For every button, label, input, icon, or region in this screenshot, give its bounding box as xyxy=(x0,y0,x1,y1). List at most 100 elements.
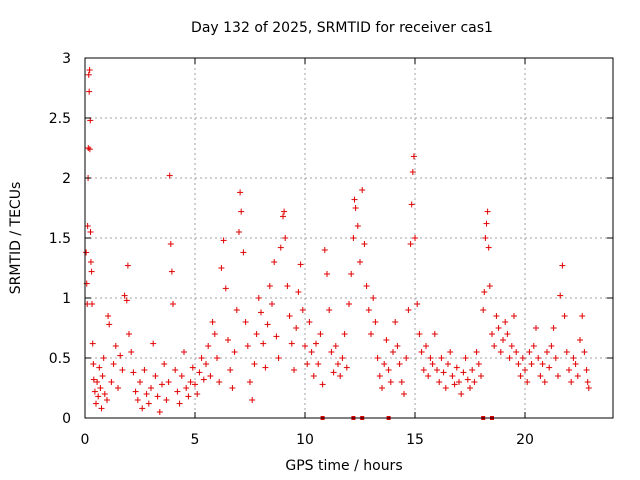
data-point xyxy=(119,367,126,373)
data-point xyxy=(240,249,247,256)
data-point xyxy=(407,241,414,247)
data-point xyxy=(535,355,542,361)
data-point xyxy=(447,349,454,355)
x-tick-label: 10 xyxy=(296,432,314,448)
data-point xyxy=(539,361,546,367)
data-point xyxy=(266,283,273,289)
data-point xyxy=(288,340,295,347)
data-point xyxy=(460,369,467,376)
data-point xyxy=(423,343,429,349)
data-point xyxy=(456,379,462,385)
data-point xyxy=(299,307,306,313)
data-point xyxy=(387,379,394,385)
data-point xyxy=(451,381,458,388)
data-point xyxy=(427,355,434,361)
data-point xyxy=(365,307,372,313)
data-point xyxy=(409,169,416,175)
data-point xyxy=(172,367,179,373)
data-point xyxy=(168,268,175,275)
data-point xyxy=(273,333,280,340)
data-point xyxy=(425,373,432,379)
data-point xyxy=(96,364,103,371)
data-point xyxy=(485,244,492,251)
data-point xyxy=(269,301,275,307)
x-axis-label: GPS time / hours xyxy=(285,458,402,474)
data-point xyxy=(350,235,357,241)
data-point xyxy=(354,223,361,229)
data-point xyxy=(100,355,107,361)
y-tick-label: 1 xyxy=(62,291,71,307)
data-point xyxy=(396,361,403,367)
data-point xyxy=(401,391,407,397)
data-point xyxy=(453,364,460,371)
data-point xyxy=(152,373,159,379)
data-point xyxy=(495,325,502,331)
data-point xyxy=(94,379,101,385)
data-point xyxy=(519,355,526,361)
data-point xyxy=(506,355,513,361)
y-tick-label: 2.5 xyxy=(49,111,71,127)
data-point xyxy=(508,343,515,349)
data-point xyxy=(86,88,93,95)
chart-title: Day 132 of 2025, SRMTID for receiver cas… xyxy=(191,20,493,36)
data-point xyxy=(156,409,163,415)
data-point xyxy=(282,235,289,241)
y-tick-label: 0.5 xyxy=(49,351,71,367)
data-point xyxy=(176,400,183,407)
data-point xyxy=(280,213,286,220)
data-point xyxy=(95,393,102,400)
data-point xyxy=(284,283,291,289)
data-point xyxy=(181,349,187,355)
data-point xyxy=(170,301,176,307)
data-point xyxy=(150,340,157,347)
data-point xyxy=(343,364,350,371)
data-point xyxy=(390,349,396,355)
data-point xyxy=(141,367,148,373)
data-point xyxy=(458,391,465,397)
data-point xyxy=(192,381,198,388)
data-point xyxy=(225,337,231,343)
data-point xyxy=(106,321,113,328)
data-point xyxy=(438,355,445,361)
data-point xyxy=(137,379,143,385)
x-tick-label: 5 xyxy=(191,432,200,448)
data-point xyxy=(84,223,91,229)
data-point xyxy=(416,331,423,337)
data-point xyxy=(220,237,227,244)
data-point xyxy=(124,262,131,269)
data-point xyxy=(403,355,410,361)
data-point xyxy=(196,369,203,376)
data-point xyxy=(563,349,570,355)
data-point xyxy=(574,373,581,379)
data-point xyxy=(159,381,165,388)
data-point xyxy=(231,349,238,355)
data-point xyxy=(412,235,418,241)
data-point xyxy=(381,361,388,367)
data-point xyxy=(247,379,253,385)
data-point xyxy=(434,367,440,373)
y-tick-label: 2 xyxy=(62,171,71,187)
data-point xyxy=(469,367,476,373)
data-point xyxy=(304,361,311,367)
data-point xyxy=(209,319,216,325)
data-point xyxy=(251,361,258,367)
data-point xyxy=(408,201,415,208)
data-point xyxy=(361,241,368,247)
data-point xyxy=(481,289,488,295)
data-point xyxy=(145,400,152,407)
data-point xyxy=(255,295,262,301)
data-point xyxy=(216,379,223,385)
data-point xyxy=(337,373,344,379)
data-point xyxy=(346,301,352,307)
data-point xyxy=(185,393,192,400)
data-point xyxy=(104,397,110,403)
data-point xyxy=(326,307,333,313)
data-point xyxy=(486,283,493,289)
data-point xyxy=(482,235,489,241)
data-point xyxy=(90,376,97,383)
data-point xyxy=(178,373,185,379)
data-point xyxy=(86,146,93,153)
data-point xyxy=(583,367,590,373)
data-point xyxy=(238,208,245,215)
data-point xyxy=(559,262,566,269)
